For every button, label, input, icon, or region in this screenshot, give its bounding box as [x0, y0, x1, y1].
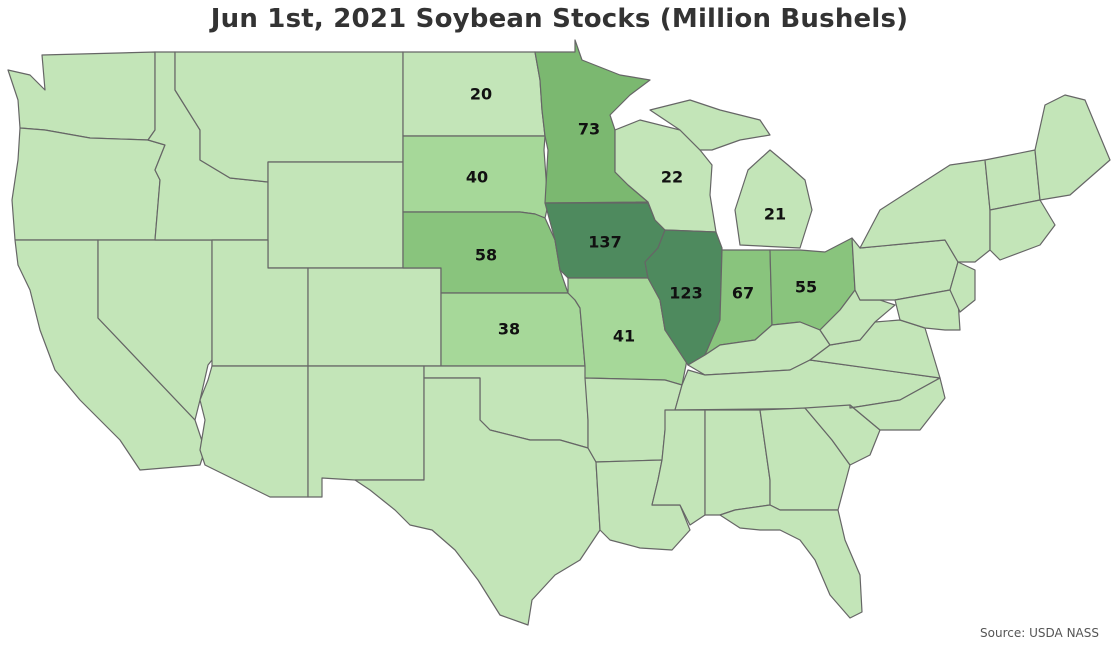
state-oregon[interactable]	[11, 127, 166, 241]
state-wyoming[interactable]	[267, 161, 404, 269]
label-wisconsin: 22	[661, 168, 683, 187]
label-ohio: 55	[795, 278, 817, 297]
state-new-mexico[interactable]	[307, 365, 425, 498]
state-arizona[interactable]	[199, 365, 309, 498]
label-nebraska: 58	[475, 246, 497, 265]
state-maine[interactable]	[1034, 94, 1111, 201]
state-alabama[interactable]	[704, 409, 771, 516]
state-massachusetts-ct-ri[interactable]	[989, 199, 1056, 261]
state-vermont-nh[interactable]	[984, 149, 1041, 211]
state-new-jersey[interactable]	[949, 261, 976, 313]
state-florida[interactable]	[719, 504, 863, 619]
state-michigan-upper[interactable]	[649, 99, 771, 151]
map-title: Jun 1st, 2021 Soybean Stocks (Million Bu…	[210, 4, 909, 34]
state-texas[interactable]	[354, 377, 601, 626]
state-michigan[interactable]	[734, 149, 813, 249]
state-north-carolina[interactable]	[849, 377, 946, 431]
label-north-dakota: 20	[470, 85, 492, 104]
label-illinois: 123	[669, 284, 702, 303]
label-minnesota: 73	[578, 120, 600, 139]
state-washington[interactable]	[7, 51, 156, 141]
label-kansas: 38	[498, 320, 520, 339]
state-colorado[interactable]	[307, 267, 442, 367]
label-michigan: 21	[764, 205, 786, 224]
state-shapes	[7, 39, 1111, 626]
source-note: Source: USDA NASS	[980, 626, 1099, 640]
label-missouri: 41	[613, 327, 635, 346]
label-south-dakota: 40	[466, 168, 488, 187]
state-west-virginia[interactable]	[819, 289, 896, 346]
state-value-labels: 20 40 58 38 73 137 41 22 123 21 67 55	[466, 85, 817, 346]
label-iowa: 137	[588, 233, 621, 252]
state-illinois[interactable]	[644, 229, 723, 366]
label-indiana: 67	[732, 284, 754, 303]
